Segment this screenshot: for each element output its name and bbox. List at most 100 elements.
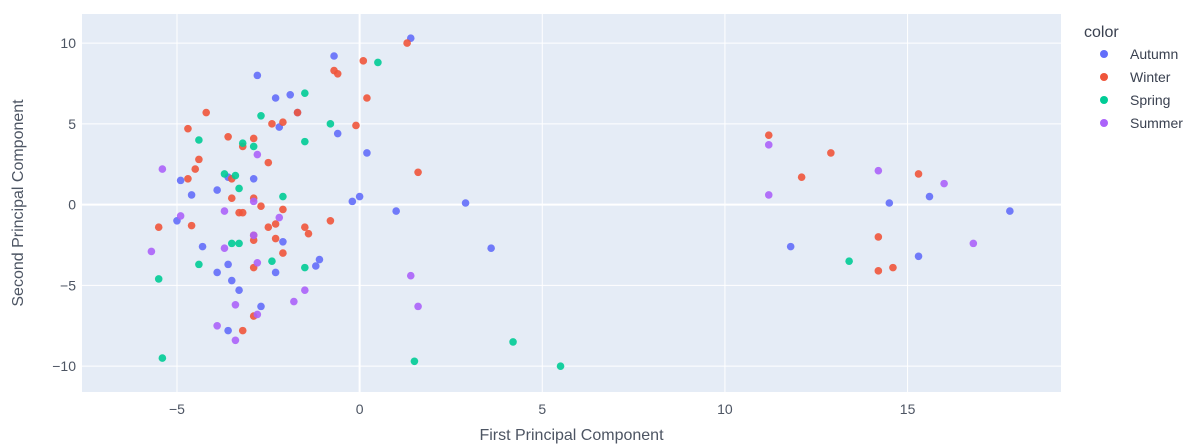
data-point[interactable] bbox=[253, 310, 262, 319]
data-point[interactable] bbox=[227, 276, 236, 285]
data-point[interactable] bbox=[268, 257, 276, 265]
data-point[interactable] bbox=[764, 131, 773, 139]
data-point[interactable] bbox=[231, 336, 240, 345]
data-point[interactable] bbox=[275, 213, 284, 222]
data-point[interactable] bbox=[874, 233, 883, 241]
data-point[interactable] bbox=[410, 357, 419, 366]
legend-item-autumn[interactable]: Autumn bbox=[1100, 46, 1178, 62]
data-point[interactable] bbox=[301, 263, 309, 272]
data-point[interactable] bbox=[202, 108, 211, 117]
data-point[interactable] bbox=[249, 174, 258, 183]
data-point[interactable] bbox=[392, 207, 400, 215]
data-point[interactable] bbox=[461, 199, 470, 207]
data-point[interactable] bbox=[187, 191, 196, 199]
data-point[interactable] bbox=[786, 242, 795, 251]
data-point[interactable] bbox=[556, 362, 565, 370]
data-point[interactable] bbox=[213, 268, 221, 277]
data-point[interactable] bbox=[220, 207, 229, 215]
data-point[interactable] bbox=[158, 354, 167, 362]
data-point[interactable] bbox=[220, 170, 229, 178]
data-point[interactable] bbox=[264, 223, 273, 232]
data-point[interactable] bbox=[403, 39, 411, 47]
data-point[interactable] bbox=[213, 321, 221, 330]
data-point[interactable] bbox=[355, 192, 364, 201]
data-point[interactable] bbox=[301, 89, 309, 97]
data-point[interactable] bbox=[268, 120, 276, 128]
data-point[interactable] bbox=[326, 120, 335, 128]
data-point[interactable] bbox=[348, 197, 357, 206]
data-point[interactable] bbox=[940, 179, 948, 188]
data-point[interactable] bbox=[224, 260, 232, 269]
data-point[interactable] bbox=[279, 237, 287, 246]
data-point[interactable] bbox=[257, 202, 265, 211]
data-point[interactable] bbox=[304, 229, 313, 238]
data-point[interactable] bbox=[253, 71, 262, 80]
data-point[interactable] bbox=[224, 132, 232, 141]
data-point[interactable] bbox=[290, 297, 298, 306]
data-point[interactable] bbox=[271, 234, 280, 243]
data-point[interactable] bbox=[249, 197, 258, 206]
data-point[interactable] bbox=[249, 142, 258, 151]
data-point[interactable] bbox=[874, 166, 883, 175]
data-point[interactable] bbox=[238, 139, 247, 148]
data-point[interactable] bbox=[279, 118, 287, 127]
data-point[interactable] bbox=[333, 69, 342, 78]
legend[interactable]: color Autumn Winter Spring Summer bbox=[1084, 24, 1183, 131]
data-point[interactable] bbox=[301, 137, 309, 146]
data-point[interactable] bbox=[1006, 207, 1014, 215]
data-point[interactable] bbox=[827, 149, 835, 157]
data-point[interactable] bbox=[326, 216, 335, 225]
data-point[interactable] bbox=[249, 134, 258, 143]
data-point[interactable] bbox=[363, 149, 371, 157]
data-point[interactable] bbox=[249, 231, 258, 240]
data-point[interactable] bbox=[311, 262, 320, 270]
data-point[interactable] bbox=[279, 205, 287, 214]
data-point[interactable] bbox=[235, 286, 243, 295]
data-point[interactable] bbox=[363, 94, 371, 102]
data-point[interactable] bbox=[176, 176, 185, 185]
data-point[interactable] bbox=[406, 271, 415, 280]
data-point[interactable] bbox=[184, 174, 192, 183]
data-point[interactable] bbox=[845, 257, 853, 265]
data-point[interactable] bbox=[257, 302, 265, 311]
data-point[interactable] bbox=[195, 136, 203, 144]
data-point[interactable] bbox=[227, 194, 236, 202]
data-point[interactable] bbox=[301, 223, 309, 232]
data-point[interactable] bbox=[374, 58, 382, 67]
data-point[interactable] bbox=[914, 252, 923, 261]
data-point[interactable] bbox=[764, 141, 773, 149]
data-point[interactable] bbox=[231, 171, 240, 180]
data-point[interactable] bbox=[301, 286, 309, 295]
data-point[interactable] bbox=[414, 168, 422, 177]
data-point[interactable] bbox=[224, 326, 232, 335]
data-point[interactable] bbox=[914, 170, 923, 178]
data-point[interactable] bbox=[238, 208, 247, 217]
data-point[interactable] bbox=[271, 268, 280, 277]
data-point[interactable] bbox=[253, 150, 262, 159]
data-point[interactable] bbox=[874, 267, 883, 275]
data-point[interactable] bbox=[147, 247, 156, 256]
data-point[interactable] bbox=[509, 338, 517, 346]
data-point[interactable] bbox=[889, 263, 897, 272]
data-point[interactable] bbox=[352, 121, 360, 130]
data-point[interactable] bbox=[969, 239, 978, 248]
data-point[interactable] bbox=[195, 260, 203, 269]
data-point[interactable] bbox=[257, 111, 265, 120]
data-point[interactable] bbox=[279, 192, 287, 201]
legend-item-summer[interactable]: Summer bbox=[1100, 115, 1183, 131]
data-point[interactable] bbox=[220, 244, 229, 253]
data-point[interactable] bbox=[764, 191, 773, 199]
data-point[interactable] bbox=[315, 255, 324, 264]
data-point[interactable] bbox=[279, 249, 287, 257]
data-point[interactable] bbox=[797, 173, 806, 181]
data-point[interactable] bbox=[271, 94, 280, 102]
data-point[interactable] bbox=[176, 212, 185, 220]
data-point[interactable] bbox=[333, 129, 342, 138]
data-point[interactable] bbox=[187, 221, 196, 230]
data-point[interactable] bbox=[925, 192, 934, 201]
data-point[interactable] bbox=[227, 239, 236, 248]
data-point[interactable] bbox=[191, 165, 200, 173]
data-point[interactable] bbox=[235, 239, 243, 248]
data-point[interactable] bbox=[158, 165, 167, 173]
data-point[interactable] bbox=[414, 302, 422, 311]
